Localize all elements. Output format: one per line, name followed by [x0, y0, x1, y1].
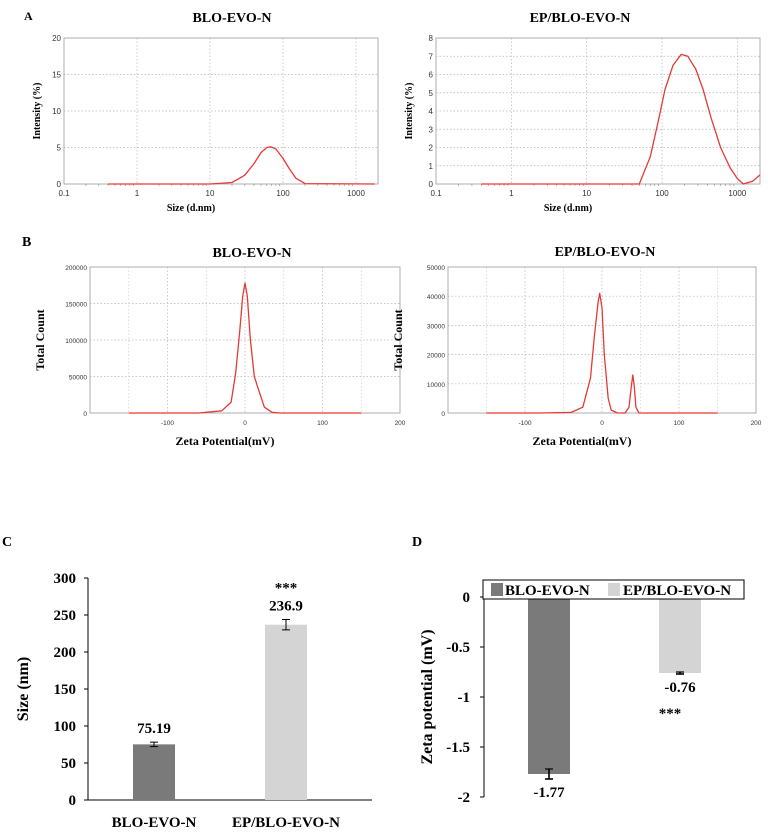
c-significance-1: ***	[275, 581, 298, 597]
series-line-3	[486, 292, 718, 414]
x-tick-label-3-0: -100	[518, 420, 531, 427]
x-tick-label-3-3: 200	[751, 420, 762, 427]
c-y-tick-label-5: 250	[54, 608, 77, 624]
x-axis-label-0: Size (d.nm)	[167, 203, 215, 214]
x-tick-label-2-1: 0	[243, 420, 247, 427]
series-line-2	[128, 282, 362, 414]
y-tick-label-1-8: 8	[429, 34, 434, 43]
y-axis-label-2: Total Count	[33, 309, 47, 370]
c-value-label-0: 75.19	[137, 721, 171, 737]
c-y-axis-label: Size (nm)	[15, 657, 32, 721]
y-tick-label-0-0: 0	[57, 180, 62, 189]
panel-letter-d: D	[412, 535, 422, 550]
x-axis-label-1: Size (d.nm)	[544, 203, 592, 214]
d-y-tick-label-0: 0	[463, 590, 471, 606]
chart-title-1: EP/BLO-EVO-N	[530, 11, 631, 26]
y-tick-label-3-4: 40000	[427, 294, 445, 301]
y-tick-label-3-2: 20000	[427, 353, 445, 360]
series-line-1	[481, 53, 761, 185]
y-tick-label-2-1: 50000	[69, 375, 87, 382]
x-tick-label-2-0: -100	[161, 420, 174, 427]
x-tick-label-0-3: 100	[276, 189, 290, 198]
x-tick-label-1-4: 1000	[728, 189, 746, 198]
c-y-tick-label-0: 0	[69, 793, 77, 809]
x-axis-label-2: Zeta Potential(mV)	[176, 434, 275, 448]
y-tick-label-1-4: 4	[429, 107, 434, 116]
chart-title-3: EP/BLO-EVO-N	[555, 245, 656, 260]
d-y-axis-label: Zeta potential (mV)	[419, 629, 436, 764]
x-axis-label-3: Zeta Potential(mV)	[533, 434, 632, 448]
d-value-label-1: -0.76	[664, 680, 696, 696]
c-y-tick-label-6: 300	[54, 571, 77, 587]
d-y-tick-label-4: -2	[458, 790, 471, 806]
x-tick-label-3-1: 0	[600, 420, 604, 427]
c-y-tick-label-3: 150	[54, 682, 77, 698]
y-tick-label-1-7: 7	[429, 52, 434, 61]
panel-letter-a: A	[24, 9, 33, 23]
d-significance-1: ***	[659, 706, 682, 722]
d-value-label-0: -1.77	[533, 785, 565, 801]
x-tick-label-0-2: 10	[206, 189, 215, 198]
d-bar-0	[528, 597, 570, 774]
chart-title-0: BLO-EVO-N	[192, 11, 271, 26]
y-tick-label-1-0: 0	[429, 180, 434, 189]
y-tick-label-1-3: 3	[429, 125, 434, 134]
d-bar-1	[659, 597, 701, 673]
c-y-tick-label-2: 100	[54, 719, 77, 735]
y-axis-label-0: Intensity (%)	[32, 83, 43, 140]
y-tick-label-1-1: 1	[429, 162, 434, 171]
y-tick-label-0-3: 15	[52, 71, 61, 80]
y-axis-label-3: Total Count	[391, 309, 405, 370]
d-y-tick-label-2: -1	[458, 690, 471, 706]
c-category-label-1: EP/BLO-EVO-N	[232, 815, 340, 831]
x-tick-label-0-4: 1000	[347, 189, 365, 198]
d-y-tick-label-1: -0.5	[446, 640, 470, 656]
panel-letter-c: C	[2, 535, 12, 550]
y-tick-label-0-4: 20	[52, 34, 61, 43]
y-tick-label-2-4: 200000	[65, 265, 87, 272]
c-y-tick-label-1: 50	[61, 756, 76, 772]
series-line-0	[108, 146, 375, 185]
c-bar-0	[133, 744, 175, 800]
x-tick-label-1-3: 100	[655, 189, 669, 198]
y-axis-label-1: Intensity (%)	[404, 83, 415, 140]
chart-title-2: BLO-EVO-N	[212, 246, 291, 261]
y-tick-label-2-3: 150000	[65, 302, 87, 309]
d-legend-label-0: BLO-EVO-N	[505, 583, 590, 599]
y-tick-label-0-2: 10	[52, 107, 61, 116]
x-tick-label-3-2: 100	[674, 420, 685, 427]
x-tick-label-2-3: 200	[395, 420, 406, 427]
y-tick-label-2-2: 100000	[65, 338, 87, 345]
y-tick-label-3-5: 50000	[427, 265, 445, 272]
y-tick-label-3-3: 30000	[427, 323, 445, 330]
y-tick-label-3-1: 10000	[427, 382, 445, 389]
c-category-label-0: BLO-EVO-N	[112, 815, 197, 831]
x-tick-label-0-1: 1	[135, 189, 140, 198]
d-legend-swatch-0	[491, 583, 503, 596]
y-tick-label-1-2: 2	[429, 144, 434, 153]
x-tick-label-1-0: 0.1	[430, 189, 442, 198]
y-tick-label-1-6: 6	[429, 71, 434, 80]
y-tick-label-1-5: 5	[429, 89, 434, 98]
c-value-label-1: 236.9	[269, 599, 303, 615]
y-tick-label-2-0: 0	[83, 411, 87, 418]
x-tick-label-2-2: 100	[317, 420, 328, 427]
y-tick-label-0-1: 5	[57, 144, 62, 153]
c-y-tick-label-4: 200	[54, 645, 77, 661]
x-tick-label-1-1: 1	[509, 189, 514, 198]
c-bar-1	[265, 624, 307, 800]
panel-letter-b: B	[22, 235, 31, 250]
d-legend-swatch-1	[608, 583, 620, 596]
d-legend-label-1: EP/BLO-EVO-N	[623, 583, 731, 599]
d-y-tick-label-3: -1.5	[446, 740, 470, 756]
y-tick-label-3-0: 0	[441, 411, 445, 418]
x-tick-label-1-2: 10	[582, 189, 591, 198]
x-tick-label-0-0: 0.1	[58, 189, 70, 198]
